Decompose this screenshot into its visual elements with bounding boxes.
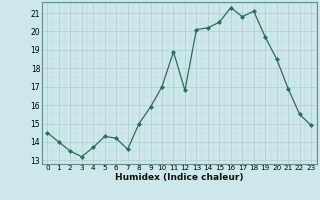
X-axis label: Humidex (Indice chaleur): Humidex (Indice chaleur) bbox=[115, 173, 244, 182]
